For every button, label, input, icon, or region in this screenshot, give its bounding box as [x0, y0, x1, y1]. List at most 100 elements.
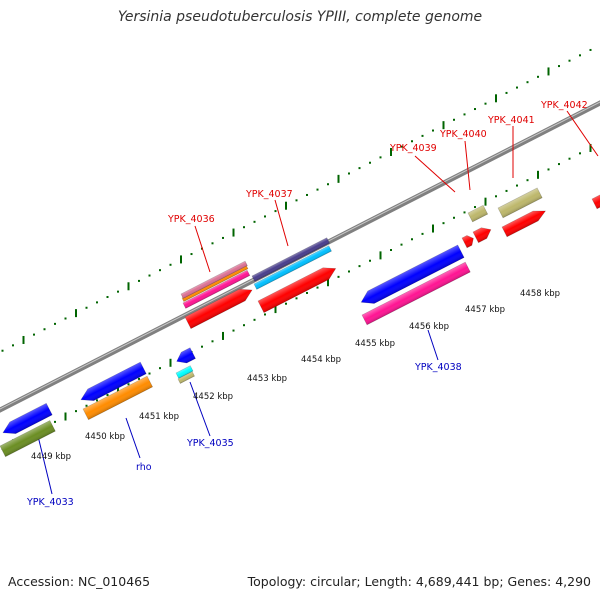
feature-cds-ypk_4040 [467, 204, 489, 223]
scale-label: 4456 kbp [409, 322, 449, 332]
minor-tick [127, 383, 130, 386]
minor-tick [96, 399, 98, 402]
minor-tick [75, 410, 77, 413]
minor-tick [295, 199, 298, 202]
gene-label-ypk_4041: YPK_4041 [487, 115, 535, 126]
minor-tick [85, 306, 88, 309]
gene-label-ypk_4040: YPK_4040 [439, 129, 487, 140]
feature-cds-ypk_4037 [253, 245, 332, 290]
minor-tick [327, 183, 329, 186]
scale-label: 4450 kbp [85, 432, 125, 442]
minor-tick [463, 211, 466, 214]
minor-tick [337, 275, 340, 278]
minor-tick [159, 367, 161, 370]
minor-tick [442, 222, 445, 225]
scale-label-group: 4449 kbp 4450 kbp 4451 kbp 4452 kbp 4453 kbp… [31, 289, 560, 462]
scale-label: 4454 kbp [301, 355, 341, 365]
minor-tick [148, 274, 151, 277]
leader-line [125, 417, 141, 459]
leader-line [194, 225, 211, 273]
minor-tick [232, 329, 235, 332]
accession-text: Accession: NC_010465 [8, 574, 151, 589]
minor-tick [537, 75, 539, 78]
leader-line [427, 329, 439, 361]
minor-tick [484, 102, 487, 105]
minor-tick [358, 265, 361, 268]
genome-summary-text: Topology: circular; Length: 4,689,441 bp… [247, 574, 591, 589]
minor-tick [558, 65, 560, 68]
minor-tick [505, 91, 508, 94]
minor-tick [453, 216, 455, 219]
minor-tick [568, 59, 571, 62]
minor-tick [568, 157, 571, 160]
scale-label: 4452 kbp [193, 392, 233, 402]
minor-tick [348, 172, 350, 175]
minor-tick [348, 270, 350, 273]
minor-tick [117, 290, 119, 293]
scale-label: 4449 kbp [31, 452, 71, 462]
minor-tick [106, 296, 109, 299]
scale-label: 4451 kbp [139, 412, 179, 422]
minor-tick [169, 263, 172, 266]
minor-tick [516, 86, 518, 89]
feature-cds-ypk_4036 [182, 269, 251, 309]
minor-tick [54, 322, 56, 325]
minor-tick [495, 195, 497, 198]
gene-label-ypk_4042: YPK_4042 [540, 100, 588, 111]
minor-tick [369, 161, 371, 164]
leader-line [189, 381, 211, 437]
feature-gene-ypk_4037 [257, 267, 337, 313]
gene-label-ypk_4035: YPK_4035 [186, 438, 234, 449]
minor-tick [306, 291, 308, 294]
minor-tick [547, 168, 550, 171]
minor-tick [316, 286, 319, 289]
minor-tick [463, 113, 466, 116]
minor-tick [421, 134, 424, 137]
minor-tick [264, 313, 266, 316]
minor-tick [54, 420, 56, 423]
minor-tick [516, 184, 518, 187]
feature-gene-ypk_4035 [176, 347, 196, 364]
gene-label-ypk_4038: YPK_4038 [414, 362, 462, 373]
scale-label: 4455 kbp [355, 339, 395, 349]
feature-gene-ypk_4041 [501, 210, 547, 238]
minor-tick [211, 340, 214, 343]
feature-track [0, 187, 600, 458]
minor-tick [85, 404, 88, 407]
minor-tick [579, 54, 581, 57]
minor-tick [253, 318, 256, 321]
minor-tick [421, 232, 424, 235]
minor-tick [264, 215, 266, 218]
minor-tick [138, 377, 140, 380]
minor-tick [12, 344, 14, 347]
minor-tick [285, 302, 287, 305]
minor-tick [148, 372, 151, 375]
scale-label: 4457 kbp [465, 305, 505, 315]
minor-tick [453, 118, 455, 121]
minor-tick [390, 249, 392, 252]
feature-cds-ypk_4038 [361, 261, 471, 326]
scale-label: 4453 kbp [247, 374, 287, 384]
gene-label-ypk_4037: YPK_4037 [245, 189, 293, 200]
feature-cds-ypk_4035 [177, 371, 195, 384]
feature-gene-ypk_4033 [2, 402, 53, 434]
minor-tick [432, 129, 434, 132]
feature-cds-rho [82, 375, 153, 421]
minor-tick [589, 48, 592, 51]
minor-tick [411, 140, 413, 143]
minor-tick [243, 324, 245, 327]
minor-tick [1, 349, 4, 352]
label-leader-lines [37, 110, 599, 495]
minor-tick [558, 163, 560, 166]
minor-tick [33, 333, 35, 336]
minor-tick [379, 156, 382, 159]
minor-tick [400, 145, 403, 148]
minor-tick [64, 317, 67, 320]
minor-tick [474, 108, 476, 111]
minor-tick [211, 242, 214, 245]
minor-tick [96, 301, 98, 304]
leader-line [274, 199, 289, 247]
feature-gene-ypk_4042 [591, 194, 600, 210]
feature-cds-ypk_4036 [180, 260, 248, 299]
minor-tick [295, 297, 298, 300]
